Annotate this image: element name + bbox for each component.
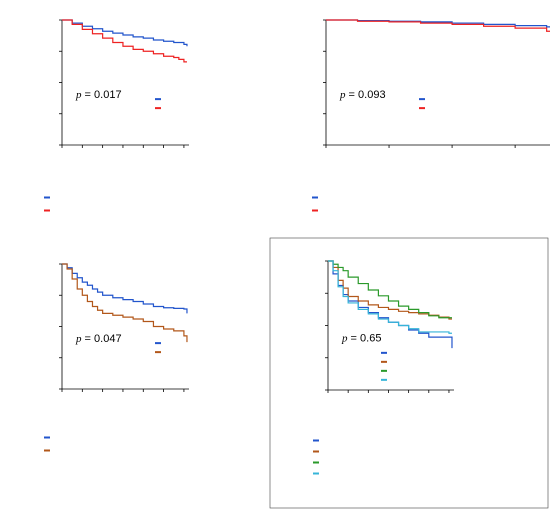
survival-curve-3 [328,260,452,334]
p-value-text: p = 0.047 [75,333,122,345]
panel-d-frame [269,237,549,509]
p-value: = 0.093 [346,89,386,101]
survival-curve-0 [62,263,188,314]
p-symbol: p [75,89,82,101]
survival-curve-0 [326,19,550,28]
p-value: = 0.017 [82,89,122,101]
survival-curve-2 [328,260,452,319]
chart-panel-3: p = 0.65 [313,260,454,475]
chart-panel-2: p = 0.047 [44,263,189,452]
p-value: = 0.65 [348,333,382,345]
survival-curve-0 [62,19,188,47]
survival-curve-1 [326,19,550,32]
chart-panel-1: p = 0.093 [312,19,550,212]
survival-curve-1 [328,260,452,320]
p-value-text: p = 0.017 [75,89,122,101]
p-value: = 0.047 [82,333,122,345]
survival-curve-1 [62,263,188,343]
p-value-text: p = 0.093 [339,89,386,101]
p-value-text: p = 0.65 [341,333,381,345]
chart-panel-0: p = 0.017 [44,19,189,212]
p-symbol: p [339,89,346,101]
p-symbol: p [75,333,82,345]
survival-curve-1 [62,19,187,63]
p-symbol: p [341,333,348,345]
